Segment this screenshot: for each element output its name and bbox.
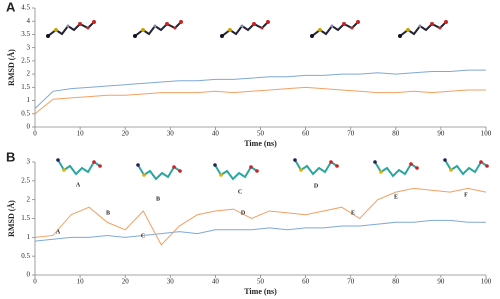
y-tick-label: 1.5 [21,83,30,91]
structure-label: F [464,192,468,198]
annotation: C [141,233,145,239]
y-axis-title: RMSD (Å) [7,200,16,237]
x-tick-label: 90 [437,278,445,286]
structure [212,162,260,180]
x-axis-title: Time (ns) [244,139,277,148]
annotation: B [106,210,110,216]
x-tick-label: 50 [257,130,265,138]
structure [372,159,420,177]
x-tick-label: 100 [481,130,492,138]
x-tick-label: 40 [212,130,220,138]
x-tick-label: 10 [77,130,85,138]
x-tick-label: 40 [212,278,220,286]
structure-label: E [394,194,398,200]
x-tick-label: 60 [302,278,310,286]
y-tick-label: 4 [27,17,31,25]
structure [135,162,183,180]
annotation: E [351,210,355,216]
series-line [34,86,486,115]
series-line [34,219,486,242]
structure [219,19,271,39]
y-tick-label: 2 [27,195,31,203]
structure-images [45,19,490,180]
y-tick-label: 3.5 [21,30,30,38]
y-tick-label: 2.5 [21,56,30,64]
x-tick-label: 80 [392,130,400,138]
x-tick-label: 0 [33,130,37,138]
structure [309,19,361,39]
structure [55,157,103,175]
structure-label: A [76,182,81,188]
structure-label: B [156,196,160,202]
series-line [34,187,487,246]
y-tick-label: 0 [27,123,31,131]
y-tick-label: 2.5 [21,176,30,184]
y-tick-label: 0.5 [21,252,30,260]
y-tick-label: 1 [27,96,31,104]
x-tick-label: 70 [347,278,355,286]
x-tick-label: 30 [167,130,175,138]
y-tick-label: 0 [27,271,31,279]
structure [442,157,490,175]
structure [397,19,449,39]
x-tick-label: 0 [33,278,37,286]
x-tick-label: 20 [122,130,130,138]
structure-label: C [238,189,242,195]
x-tick-label: 20 [122,278,130,286]
structure [132,19,184,39]
series-line [34,69,486,109]
structure-label: D [314,183,319,189]
x-tick-label: 100 [481,278,492,286]
panel-label: A [6,0,16,14]
panel-label: B [6,149,15,164]
structure [292,157,340,175]
y-tick-label: 3 [27,158,31,166]
annotation: D [241,210,246,216]
x-axis-title: Time (ns) [244,287,277,296]
x-tick-label: 70 [347,130,355,138]
x-tick-label: 50 [257,278,265,286]
structure [45,19,97,39]
y-tick-label: 4.5 [21,4,30,12]
annotation: A [56,229,61,235]
y-axis-title: RMSD (Å) [7,49,16,86]
x-tick-label: 30 [167,278,175,286]
x-tick-label: 80 [392,278,400,286]
y-tick-label: 3 [27,43,31,51]
x-tick-label: 10 [77,278,85,286]
y-tick-label: 1 [27,233,31,241]
y-tick-label: 1.5 [21,214,30,222]
y-tick-label: 0.5 [21,109,30,117]
y-tick-label: 2 [27,70,31,78]
x-tick-label: 60 [302,130,310,138]
x-tick-label: 90 [437,130,445,138]
